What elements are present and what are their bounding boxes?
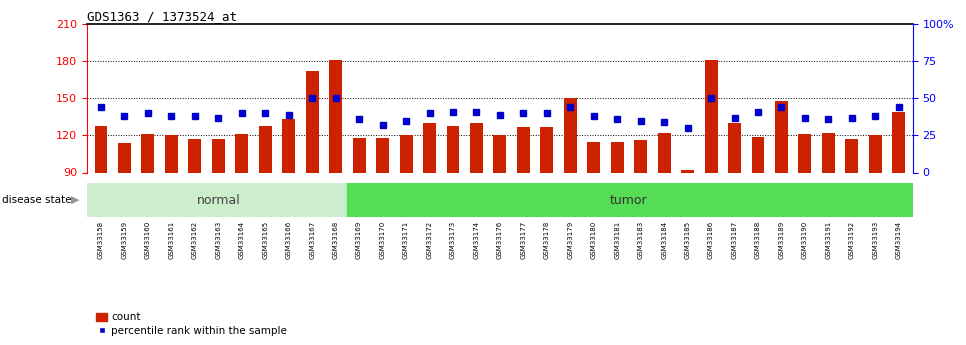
Bar (95, 126, 107, 172)
Text: GSM33164: GSM33164 (239, 221, 244, 259)
Text: GSM33173: GSM33173 (450, 221, 456, 259)
Bar (212, 139, 225, 172)
Bar (188, 139, 201, 172)
Text: disease state: disease state (2, 195, 71, 205)
Text: GSM33190: GSM33190 (802, 221, 808, 259)
Text: GDS1363 / 1373524_at: GDS1363 / 1373524_at (87, 10, 237, 23)
Text: GSM33160: GSM33160 (145, 221, 151, 259)
Bar (564, 98, 577, 172)
Bar (868, 135, 882, 172)
Text: GSM33186: GSM33186 (708, 221, 714, 259)
Bar (822, 133, 835, 172)
Text: GSM33161: GSM33161 (168, 221, 175, 259)
Bar (376, 138, 389, 172)
Bar (517, 127, 529, 172)
Text: GSM33194: GSM33194 (895, 221, 902, 259)
Bar (611, 141, 624, 172)
Bar (893, 112, 905, 172)
Text: GSM33178: GSM33178 (544, 221, 550, 259)
Bar (799, 134, 811, 172)
Text: GSM33181: GSM33181 (614, 221, 620, 259)
Text: GSM33159: GSM33159 (122, 221, 128, 259)
Text: GSM33191: GSM33191 (825, 221, 832, 259)
Bar (259, 126, 271, 172)
Text: GSM33193: GSM33193 (872, 221, 878, 259)
Text: tumor: tumor (611, 194, 648, 207)
Bar (728, 123, 741, 172)
Text: GSM33189: GSM33189 (779, 221, 784, 259)
Bar (704, 60, 718, 172)
Text: GSM33187: GSM33187 (731, 221, 738, 259)
Bar (494, 135, 506, 172)
Text: GSM33192: GSM33192 (849, 221, 855, 259)
Bar (423, 123, 436, 172)
Bar (348, 183, 913, 217)
Bar (681, 170, 694, 172)
Legend: count, percentile rank within the sample: count, percentile rank within the sample (92, 308, 291, 340)
Text: GSM33177: GSM33177 (521, 221, 526, 259)
Bar (165, 135, 178, 172)
Text: GSM33165: GSM33165 (262, 221, 269, 259)
Bar (446, 126, 460, 172)
Bar (752, 137, 764, 172)
Text: ▶: ▶ (71, 195, 79, 205)
Text: normal: normal (196, 194, 241, 207)
Text: GSM33162: GSM33162 (192, 221, 198, 259)
Bar (658, 133, 670, 172)
Text: GSM33184: GSM33184 (661, 221, 668, 259)
Bar (141, 134, 155, 172)
Text: GSM33185: GSM33185 (685, 221, 691, 259)
Text: GSM33167: GSM33167 (309, 221, 315, 259)
Bar (306, 71, 319, 172)
Text: GSM33188: GSM33188 (755, 221, 761, 259)
Bar (470, 123, 483, 172)
Bar (587, 141, 600, 172)
Bar (236, 134, 248, 172)
Text: GSM33158: GSM33158 (98, 221, 104, 259)
Text: GSM33171: GSM33171 (403, 221, 409, 259)
Text: GSM33180: GSM33180 (591, 221, 597, 259)
Text: GSM33163: GSM33163 (215, 221, 221, 259)
Text: GSM33183: GSM33183 (638, 221, 643, 259)
Text: GSM33169: GSM33169 (356, 221, 362, 259)
Text: GSM33174: GSM33174 (473, 221, 479, 259)
Text: GSM33179: GSM33179 (567, 221, 573, 259)
Bar (329, 60, 342, 172)
Bar (635, 140, 647, 172)
Bar (400, 135, 412, 172)
Bar (282, 119, 296, 172)
Text: GSM33176: GSM33176 (497, 221, 503, 259)
Text: GSM33170: GSM33170 (380, 221, 385, 259)
Bar (845, 139, 859, 172)
Text: GSM33166: GSM33166 (286, 221, 292, 259)
Text: GSM33168: GSM33168 (332, 221, 339, 259)
Bar (540, 127, 554, 172)
Bar (87, 183, 348, 217)
Bar (775, 101, 788, 172)
Bar (353, 138, 365, 172)
Text: GSM33172: GSM33172 (427, 221, 433, 259)
Bar (118, 143, 131, 172)
